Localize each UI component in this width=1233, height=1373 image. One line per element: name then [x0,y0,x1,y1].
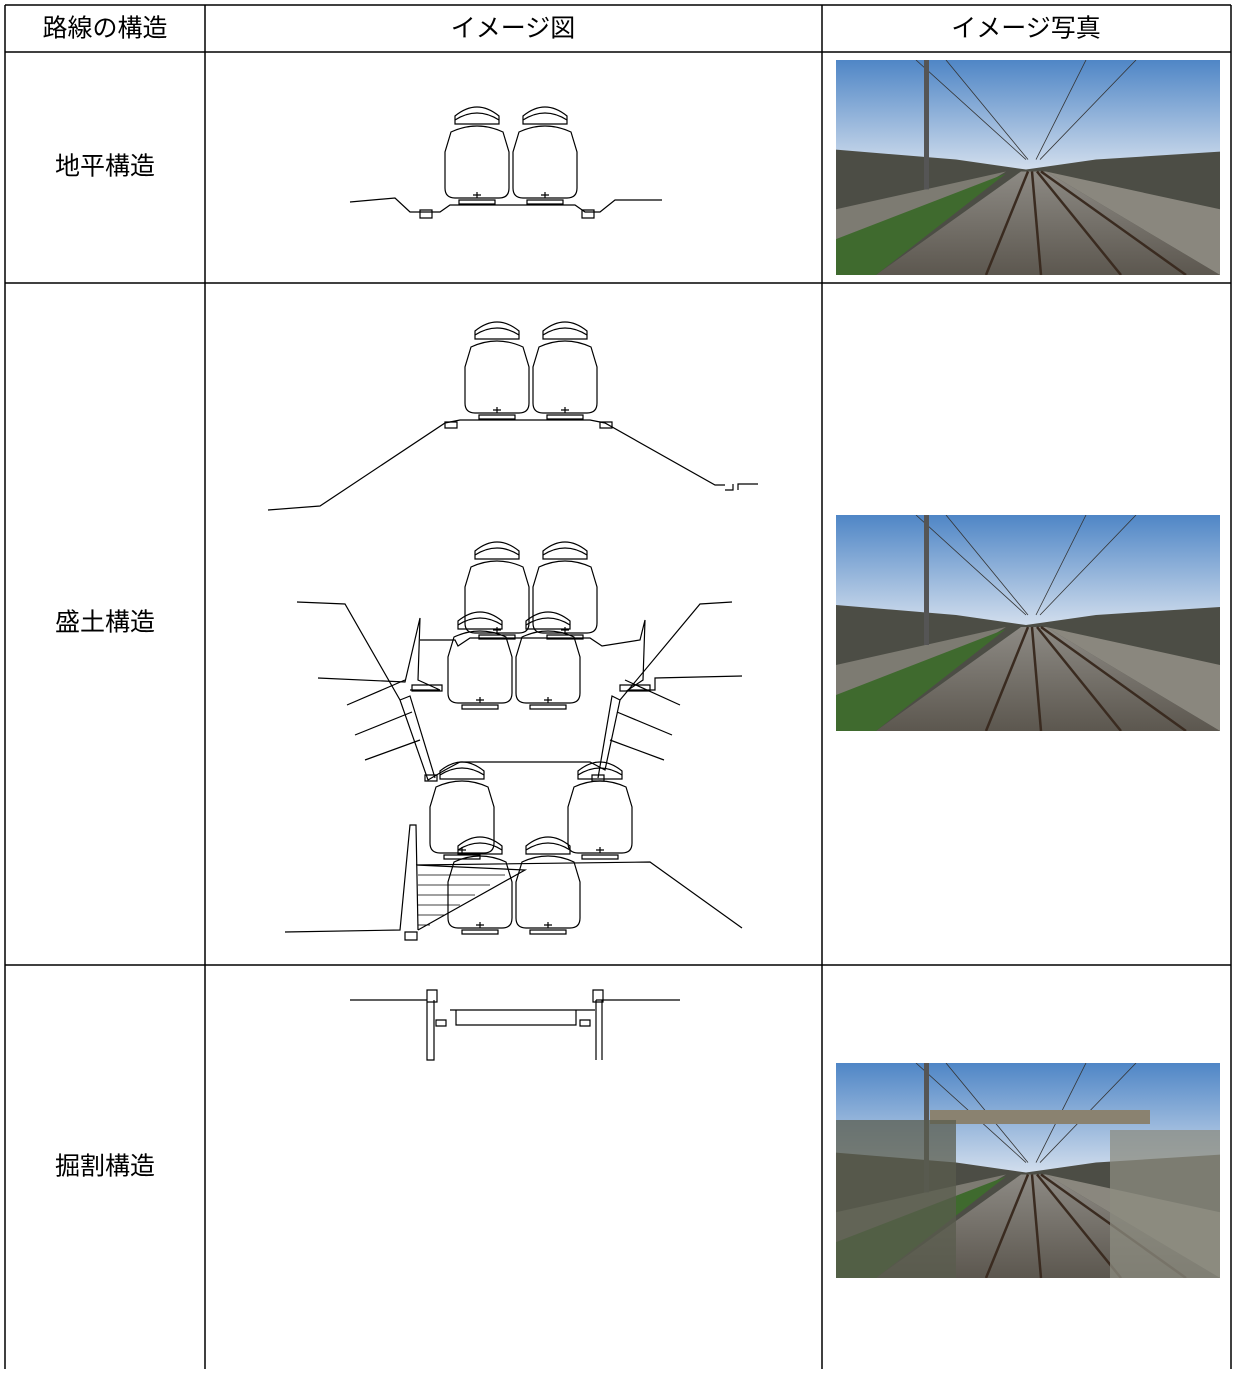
photo-cutting [836,1063,1220,1278]
row-label: 盛土構造 [55,608,155,637]
row-label: 掘割構造 [55,1152,155,1181]
diagram-embankment [267,321,758,941]
table-rules [4,4,1232,1369]
diagram-cutting [296,601,733,1061]
header-cell: イメージ図 [451,14,576,43]
header-cell: 路線の構造 [42,14,167,43]
diagram-at-grade [349,106,662,219]
photo-at-grade [836,60,1220,275]
photo-embankment [836,515,1220,731]
header-cell: イメージ写真 [951,14,1101,43]
row-label: 地平構造 [55,152,155,181]
